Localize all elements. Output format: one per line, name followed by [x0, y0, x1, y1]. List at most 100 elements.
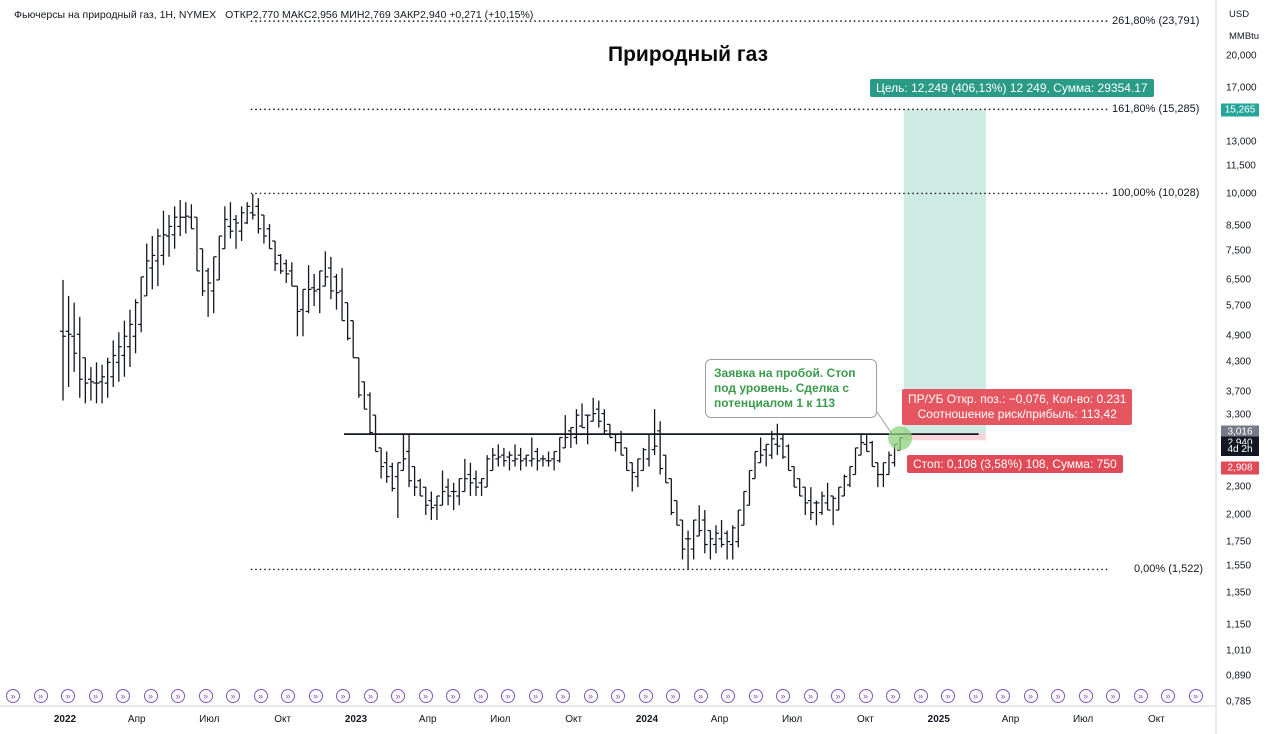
price-bar-33: [244, 202, 251, 225]
price-bar-136: [819, 491, 826, 515]
price-bar-110: [673, 499, 680, 526]
event-marker-icon[interactable]: »: [446, 689, 460, 703]
price-bar-91: [567, 426, 574, 448]
price-bar-76: [484, 455, 491, 488]
price-bar-43: [299, 288, 306, 337]
y-tick-label: 6,500: [1226, 274, 1252, 286]
y-tick-label: 3,700: [1226, 386, 1252, 398]
price-bar-121: [735, 509, 742, 548]
price-bar-51: [344, 302, 351, 341]
event-marker-icon[interactable]: »: [666, 689, 680, 703]
event-marker-icon[interactable]: »: [611, 689, 625, 703]
price-bar-101: [623, 447, 630, 472]
event-marker-icon[interactable]: »: [721, 689, 735, 703]
event-marker-icon[interactable]: »: [831, 689, 845, 703]
event-marker-icon[interactable]: »: [473, 689, 488, 703]
event-marker-icon[interactable]: »: [308, 689, 323, 703]
price-bar-104: [640, 447, 647, 472]
x-tick-label: Окт: [565, 714, 583, 725]
price-bar-17: [154, 228, 161, 287]
event-marker-icon[interactable]: »: [171, 689, 185, 703]
event-marker-icon[interactable]: »: [1051, 689, 1065, 703]
price-bar-42: [294, 285, 301, 337]
event-marker-icon[interactable]: »: [198, 689, 213, 703]
price-bar-37: [266, 224, 273, 250]
price-bar-123: [746, 469, 753, 506]
price-bar-88: [551, 450, 558, 471]
price-bar-71: [456, 478, 463, 506]
price-bar-46: [316, 270, 323, 314]
event-marker-icon[interactable]: »: [226, 689, 240, 703]
price-bar-75: [478, 478, 485, 496]
x-tick-label: 2023: [344, 714, 368, 725]
event-marker-icon[interactable]: »: [693, 689, 708, 703]
price-bar-22: [182, 202, 189, 234]
event-marker-icon[interactable]: »: [968, 689, 983, 703]
price-bar-57: [378, 447, 385, 479]
event-marker-icon[interactable]: »: [941, 689, 955, 703]
price-bar-45: [311, 273, 318, 307]
price-bar-53: [355, 357, 362, 398]
price-bar-30: [227, 202, 234, 239]
event-marker-icon[interactable]: »: [418, 689, 433, 703]
event-marker-icon[interactable]: »: [501, 689, 515, 703]
event-marker-icon[interactable]: »: [1188, 689, 1203, 703]
y-tick-label: 1,550: [1226, 560, 1252, 572]
event-marker-icon[interactable]: »: [1133, 689, 1148, 703]
event-marker-icon[interactable]: »: [116, 689, 130, 703]
price-bar-29: [221, 206, 228, 250]
event-marker-icon[interactable]: »: [776, 689, 790, 703]
event-marker-icon[interactable]: »: [886, 689, 900, 703]
event-marker-icon[interactable]: »: [913, 689, 928, 703]
event-marker-icon[interactable]: »: [858, 689, 873, 703]
event-marker-icon[interactable]: »: [363, 689, 378, 703]
event-marker-icon[interactable]: »: [583, 689, 598, 703]
currency-label: USD: [1229, 9, 1250, 20]
price-bar-84: [528, 437, 535, 467]
price-bar-67: [433, 495, 440, 521]
price-bar-103: [634, 458, 641, 488]
price-bar-109: [668, 478, 675, 515]
event-marker-icon[interactable]: »: [61, 689, 75, 703]
event-marker-icon[interactable]: »: [1106, 689, 1120, 703]
price-bar-56: [372, 414, 379, 453]
event-marker-icon[interactable]: »: [996, 689, 1010, 703]
event-marker-icon[interactable]: »: [1161, 689, 1175, 703]
price-bar-113: [690, 519, 697, 560]
ohlc-values: ОТКР2,770 МАКС2,956 МИН2,769 ЗАКР2,940 +…: [225, 9, 534, 21]
callout-pointer: [876, 411, 893, 435]
event-marker-icon[interactable]: »: [638, 689, 653, 703]
event-marker-icon[interactable]: »: [1023, 689, 1038, 703]
x-tick-label: Окт: [274, 714, 292, 725]
price-bar-11: [121, 320, 128, 377]
trade-callout[interactable]: Заявка на пробой. Стоп под уровень. Сдел…: [705, 359, 877, 418]
event-marker-icon[interactable]: »: [143, 689, 158, 703]
y-tick-label: 1,750: [1226, 536, 1252, 548]
x-tick-label: 2022: [53, 714, 77, 725]
price-bar-129: [779, 434, 786, 459]
event-marker-icon[interactable]: »: [281, 689, 295, 703]
event-marker-icon[interactable]: »: [1078, 689, 1093, 703]
event-marker-icon[interactable]: »: [748, 689, 763, 703]
price-bar-44: [305, 265, 312, 314]
event-marker-icon[interactable]: »: [253, 689, 268, 703]
event-marker-icon[interactable]: »: [6, 689, 20, 703]
price-bar-28: [216, 235, 223, 281]
event-marker-icon[interactable]: »: [88, 689, 103, 703]
stop-label: Стоп: 0,108 (3,58%) 108, Сумма: 750: [907, 455, 1123, 473]
event-marker-icon[interactable]: »: [391, 689, 405, 703]
breakout-highlight-circle: [888, 426, 913, 451]
event-marker-icon[interactable]: »: [556, 689, 570, 703]
price-bar-38: [272, 240, 279, 271]
event-marker-icon[interactable]: »: [528, 689, 543, 703]
x-tick-label: 2024: [635, 714, 659, 725]
price-bar-68: [439, 470, 446, 506]
y-tick-label: 13,000: [1226, 136, 1257, 148]
price-bar-31: [233, 215, 240, 249]
event-marker-icon[interactable]: »: [803, 689, 818, 703]
event-marker-icon[interactable]: »: [33, 689, 48, 703]
y-tick-label: 0,785: [1226, 696, 1252, 708]
price-bar-58: [383, 451, 390, 483]
event-marker-icon[interactable]: »: [336, 689, 350, 703]
